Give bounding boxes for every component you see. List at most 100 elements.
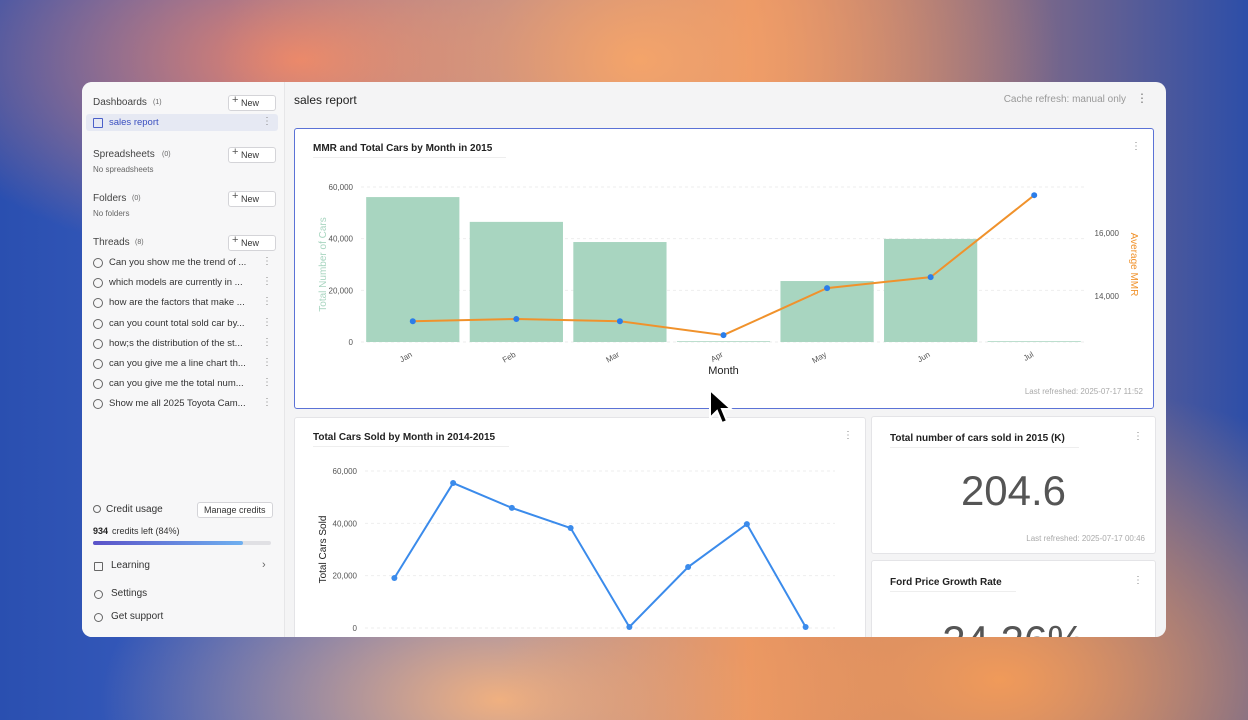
nav-link[interactable]: Settings [111, 588, 148, 599]
section-title: Spreadsheets [93, 149, 155, 160]
sidebar: Dashboards (1) New + sales report ⋮ Spreadshee… [82, 82, 285, 637]
point [927, 274, 934, 281]
section-count: (0) [132, 195, 141, 202]
tick-label: 14,000 [1095, 292, 1120, 301]
nav-item[interactable]: how;s the distribution of the st... [109, 337, 243, 349]
new-button[interactable]: New [228, 147, 276, 163]
item-menu[interactable]: ⋮ [262, 296, 272, 308]
x-tick-label: Jan [398, 350, 414, 364]
chevron[interactable]: › [262, 559, 266, 571]
nav-item[interactable]: Can you show me the trend of ... [109, 257, 247, 268]
bar [366, 197, 460, 342]
item-menu[interactable]: ⋮ [262, 397, 272, 409]
card-menu[interactable]: ⋮ [1133, 431, 1143, 442]
chart-card[interactable]: MMR and Total Cars by Month in 2015 ⋮ Last… [294, 128, 1154, 409]
tick-label: 0 [353, 624, 358, 633]
nav-item[interactable]: how are the factors that make ... [109, 297, 245, 309]
progress-fill [93, 541, 243, 545]
point [513, 316, 520, 323]
point [450, 480, 457, 487]
x-axis-label: Month [708, 365, 739, 377]
chart: 0 20,000 40,000 60,000 14,000 16,000 Jan Feb Mar… [318, 183, 1139, 377]
bar [987, 341, 1081, 342]
refresh-note: Last refreshed: 2025-07-17 11:52 [1024, 387, 1143, 396]
chart-title: Total Cars Sold by Month in 2014-2015 [313, 432, 510, 447]
link-icon [94, 562, 103, 571]
section-title: Threads [93, 237, 130, 248]
section-title: Dashboards [93, 97, 147, 108]
point [567, 525, 574, 532]
kpi-value: 204.6 [960, 467, 1067, 514]
refresh-note: Last refreshed: 2025-07-17 00:46 [1026, 534, 1145, 543]
card-menu[interactable]: ⋮ [1133, 575, 1143, 586]
chart: 0 20,000 40,000 60,000 Total Cars Sold [318, 467, 835, 633]
app-window: Dashboards (1) New + sales report ⋮ Spreadshee… [82, 82, 1166, 637]
nav-item[interactable]: sales report [109, 117, 159, 128]
new-button[interactable]: New [228, 235, 276, 251]
item-icon [93, 338, 103, 349]
manage-button[interactable]: Manage credits [197, 502, 273, 518]
nav-link[interactable]: Learning [111, 560, 150, 571]
nav-item[interactable]: can you count total sold car by... [109, 317, 245, 329]
credit-icon [93, 505, 101, 513]
item-menu[interactable]: ⋮ [262, 116, 272, 127]
item-menu[interactable]: ⋮ [262, 316, 272, 328]
point [720, 332, 727, 339]
section-count: (8) [135, 239, 144, 246]
x-tick-label: Feb [501, 350, 518, 365]
nav-item[interactable]: can you give me the total num... [109, 378, 244, 390]
card-menu[interactable]: ⋮ [843, 430, 853, 441]
tick-label: 40,000 [329, 235, 354, 244]
item-menu[interactable]: ⋮ [262, 276, 272, 288]
nav-item[interactable]: can you give me a line chart th... [109, 358, 246, 369]
credit-text: credits left (84%) [112, 526, 180, 536]
x-tick-label: Jul [1022, 350, 1036, 363]
credit-amount: 934 [93, 526, 109, 536]
line [393, 481, 807, 629]
section-title: Folders [93, 193, 127, 204]
tick-label: 20,000 [329, 286, 354, 295]
card-menu[interactable]: ⋮ [1131, 141, 1141, 152]
item-icon [93, 298, 103, 309]
nav-item[interactable]: Show me all 2025 Toyota Cam... [109, 398, 246, 410]
nav-link[interactable]: Get support [111, 611, 164, 622]
chart-card[interactable]: Total Cars Sold by Month in 2014-2015 ⋮ 0 2… [294, 417, 866, 637]
menu[interactable]: ⋮ [1136, 91, 1148, 105]
cache-info[interactable]: Cache refresh: manual only [1003, 94, 1126, 105]
nav-item[interactable]: which models are currently in ... [109, 277, 243, 289]
tick-label: 40,000 [333, 519, 358, 528]
item-menu[interactable]: ⋮ [262, 357, 272, 368]
tick-label: 60,000 [329, 183, 354, 192]
kpi-card[interactable]: Ford Price Growth Rate ⋮ 24.26% [871, 560, 1156, 637]
point [508, 504, 515, 511]
bar [469, 221, 563, 342]
kpi-card[interactable]: Total number of cars sold in 2015 (K) ⋮ 20… [871, 416, 1156, 554]
x-tick-label: Apr [709, 350, 725, 364]
bar [573, 242, 667, 342]
item-menu[interactable]: ⋮ [262, 336, 272, 348]
point [626, 623, 633, 630]
tick-label: 0 [349, 338, 354, 347]
y2-axis-label: Average MMR [1128, 233, 1139, 297]
kpi-title: Ford Price Growth Rate [890, 577, 1016, 592]
tick-label: 16,000 [1095, 229, 1120, 238]
point [616, 318, 623, 325]
tick-label: 60,000 [333, 467, 358, 476]
tick-label: 20,000 [333, 572, 358, 581]
x-tick-label: Jun [916, 350, 932, 364]
point [391, 575, 398, 582]
item-menu[interactable]: ⋮ [262, 256, 272, 267]
x-tick-label: May [810, 350, 828, 365]
new-button[interactable]: New [228, 191, 276, 207]
credit-title: Credit usage [106, 504, 163, 515]
chart-title: MMR and Total Cars by Month in 2015 [313, 143, 507, 158]
selected-bg [86, 114, 278, 131]
item-icon [93, 258, 103, 268]
item-icon [93, 359, 103, 369]
item-menu[interactable]: ⋮ [262, 377, 272, 389]
new-button[interactable]: New [228, 95, 276, 111]
point [743, 521, 750, 528]
plus: + [232, 94, 239, 106]
x-tick-label: Mar [604, 350, 621, 365]
point [685, 564, 692, 571]
